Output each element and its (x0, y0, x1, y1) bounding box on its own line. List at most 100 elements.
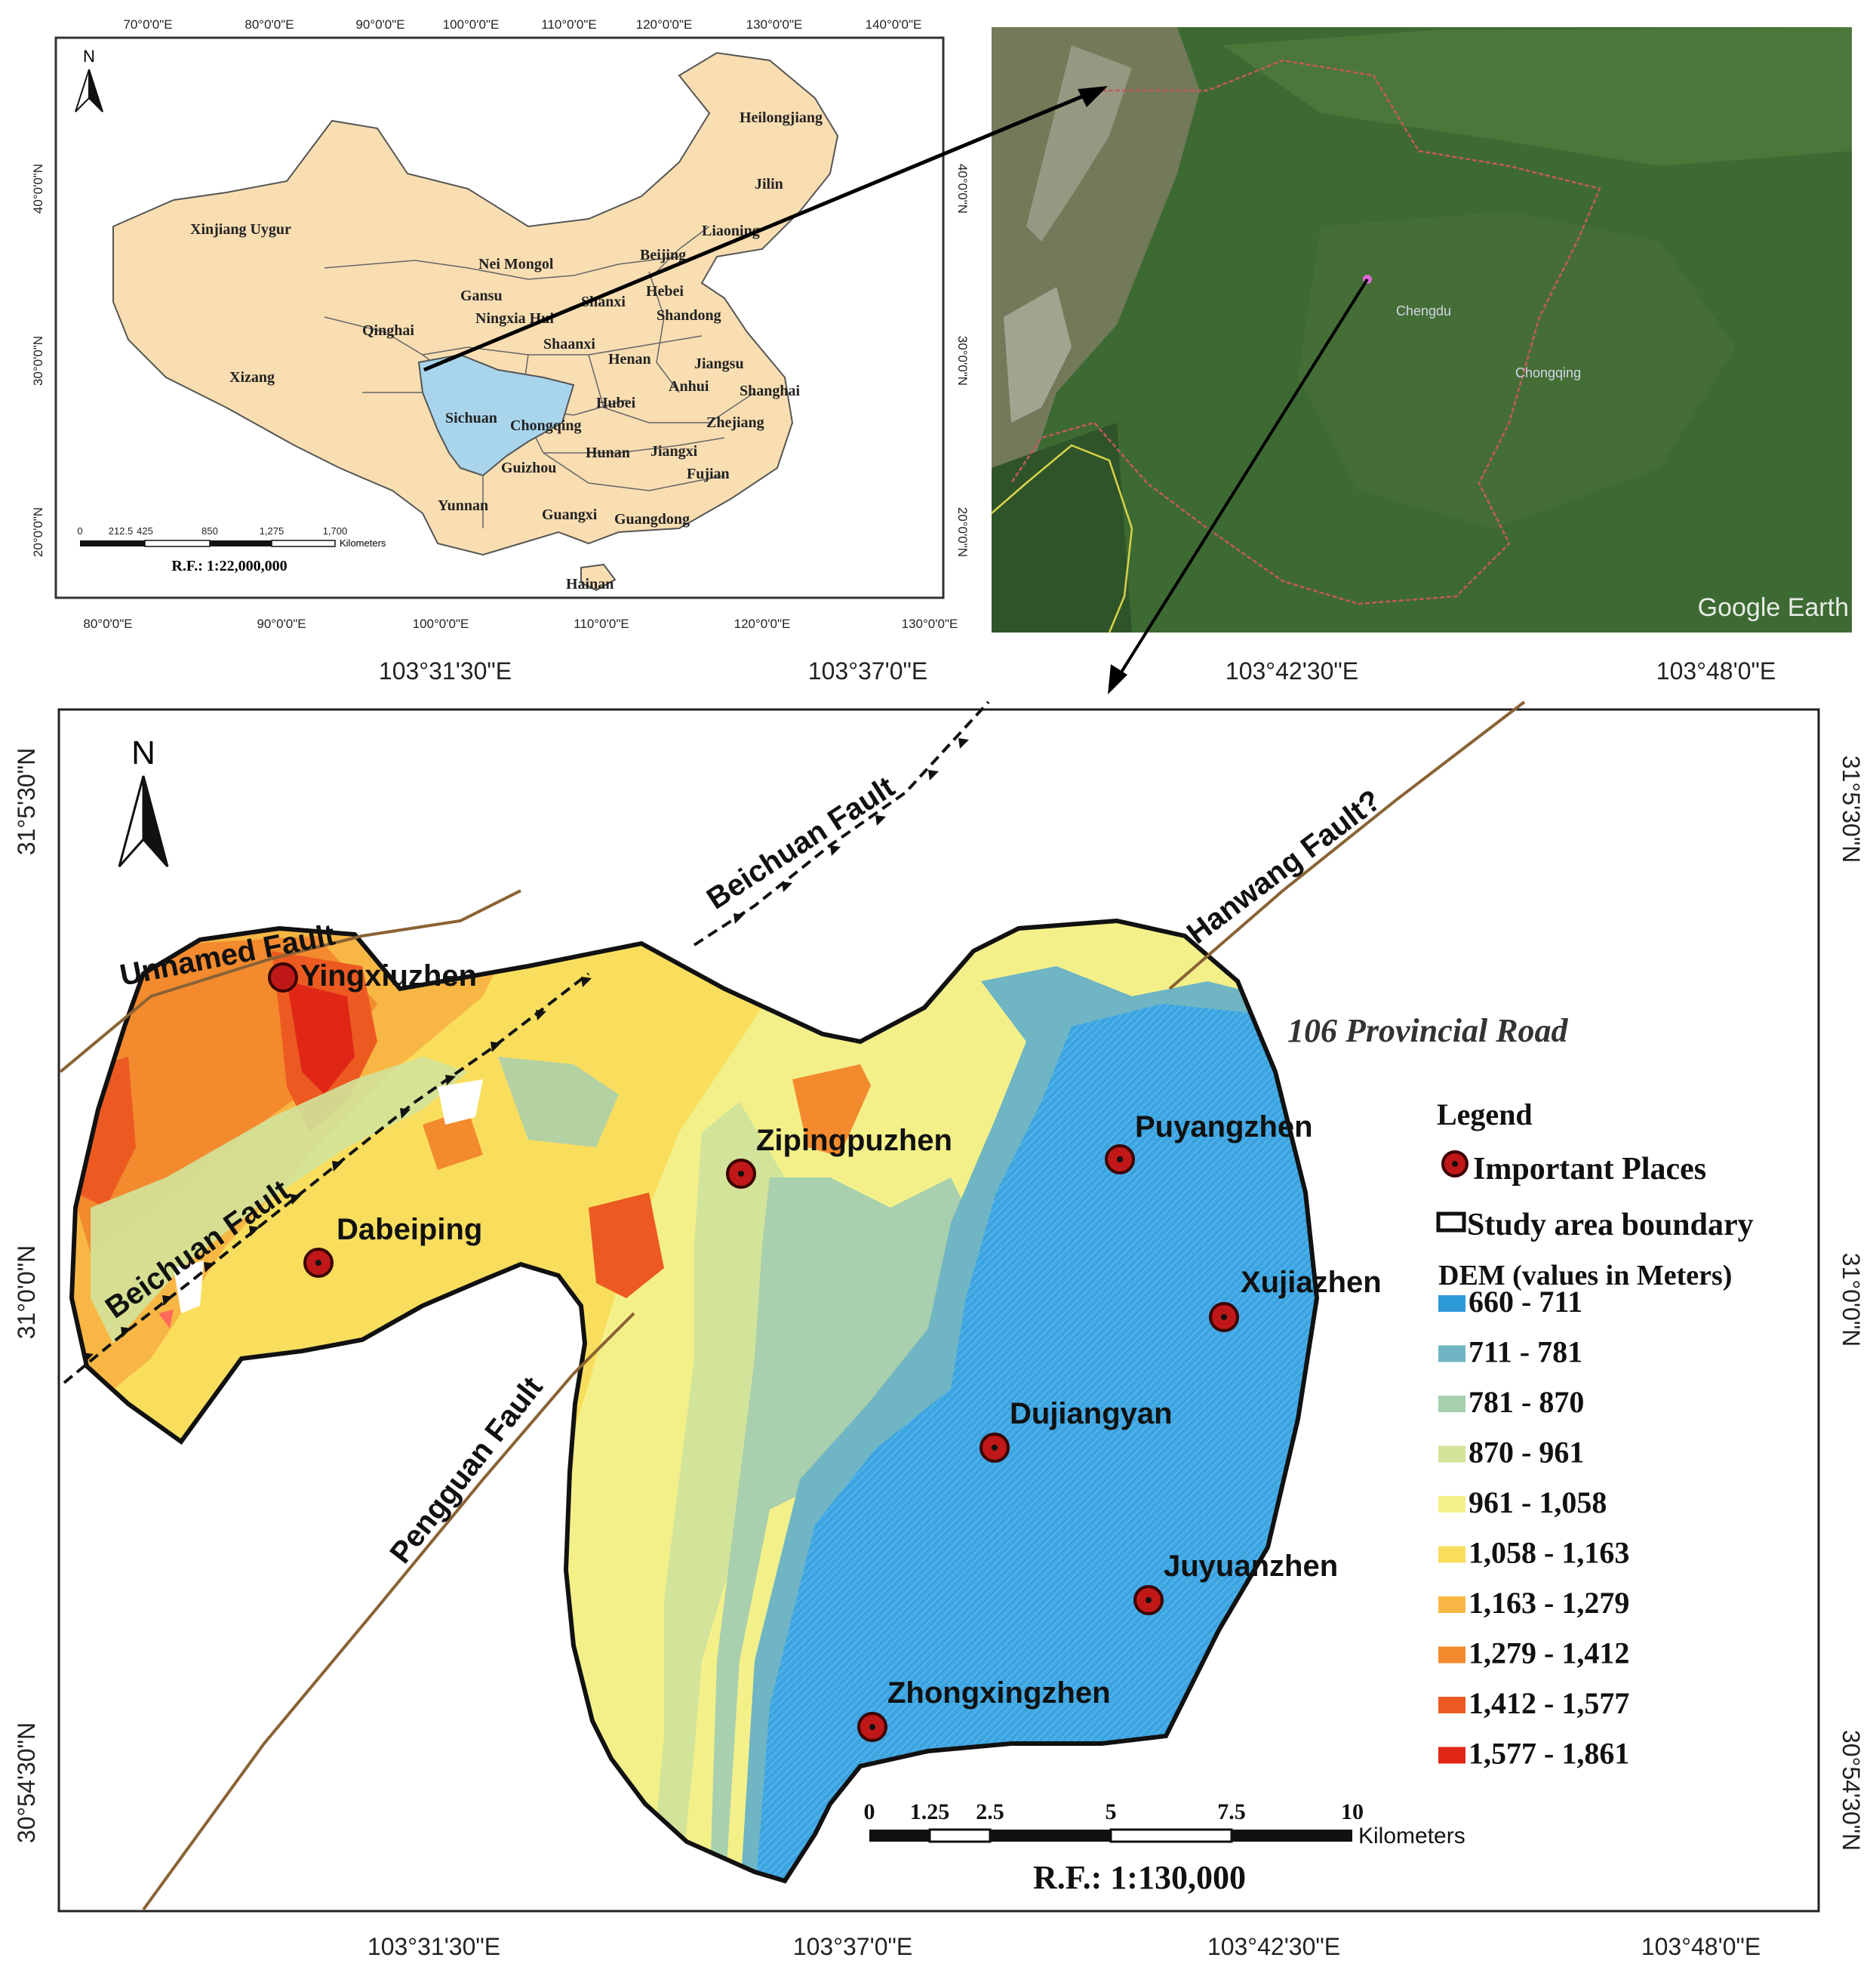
satellite-panel: Chengdu Chongqing Google Earth (991, 27, 1852, 633)
china-left-tick: 40°0'0"N (31, 164, 45, 214)
dem-class-label: 660 - 711 (1469, 1285, 1582, 1319)
google-earth-watermark: Google Earth (1698, 593, 1849, 622)
china-scale-bar: 0 212.5 425 850 1,275 1,700 Kilometers R… (77, 525, 386, 574)
legend-important-places: Important Places (1473, 1152, 1706, 1187)
svg-text:Kilometers: Kilometers (340, 537, 386, 549)
legend-title: Legend (1437, 1097, 1533, 1131)
place-label: Juyuanzhen (1164, 1550, 1338, 1583)
china-bottom-tick: 80°0'0"E (83, 617, 132, 631)
china-right-tick: 40°0'0"N (955, 164, 970, 214)
place-label: Zhongxingzhen (887, 1676, 1111, 1710)
main-right-tick: 31°0'0"N (1838, 1253, 1865, 1347)
main-bottom-tick: 103°37'0"E (793, 1933, 912, 1960)
china-top-tick: 70°0'0"E (123, 17, 172, 32)
china-bottom-tick: 120°0'0"E (734, 617, 791, 631)
unnamed-fault-line (59, 889, 521, 1073)
province-label: Shaanxi (543, 336, 595, 352)
dem-class-swatch (1438, 1396, 1465, 1412)
province-label: Jiangsu (694, 356, 744, 372)
dem-class-swatch (1438, 1596, 1465, 1613)
hainan-island (580, 563, 617, 592)
main-bottom-tick: 103°42'30"E (1207, 1933, 1340, 1960)
dem-class-swatch (1438, 1445, 1465, 1463)
place-label: Dujiangyan (1010, 1397, 1173, 1430)
dem-class-label: 1,577 - 1,861 (1469, 1737, 1629, 1771)
province-label: Sichuan (445, 410, 497, 426)
place-markers (268, 962, 1239, 1742)
province-label: Beijing (640, 247, 686, 263)
legend-dem-title: DEM (values in Meters) (1438, 1260, 1732, 1291)
main-right-tick: 30°54'30"N (1838, 1730, 1865, 1851)
province-label: Guizhou (501, 460, 556, 476)
place-label: Yingxiuzhen (300, 959, 477, 993)
province-label: Nei Mongol (478, 256, 554, 272)
province-label: Hainan (566, 576, 614, 593)
china-top-tick: 130°0'0"E (746, 17, 803, 32)
china-top-tick: 140°0'0"E (866, 17, 922, 32)
china-bottom-tick: 110°0'0"E (574, 617, 629, 631)
main-top-tick: 103°37'0"E (808, 657, 927, 685)
province-label: Shandong (657, 307, 721, 324)
main-scale-bar: 0 1.25 2.5 5 7.5 10 Kilometers R.F.: 1:1… (864, 1799, 1465, 1896)
legend-boundary-symbol (1436, 1211, 1466, 1233)
place-label: Dabeiping (337, 1213, 482, 1246)
svg-text:425: 425 (137, 525, 153, 537)
main-rf-label: R.F.: 1:130,000 (1033, 1859, 1246, 1896)
china-bottom-tick: 100°0'0"E (413, 617, 469, 631)
legend-boundary: Study area boundary (1467, 1208, 1754, 1242)
svg-text:212.5: 212.5 (109, 525, 134, 537)
svg-text:0: 0 (864, 1799, 875, 1824)
dem-class-swatch (1438, 1747, 1465, 1764)
main-north-arrow: N (118, 734, 169, 867)
svg-text:1.25: 1.25 (910, 1799, 950, 1824)
place-label: Xujiazhen (1241, 1266, 1382, 1299)
svg-text:Kilometers: Kilometers (1358, 1824, 1465, 1848)
china-landmass (112, 51, 839, 556)
dem-class-label: 1,412 - 1,577 (1469, 1686, 1629, 1720)
province-label: Shanghai (740, 383, 800, 399)
dem-class-label: 961 - 1,058 (1469, 1485, 1607, 1519)
dem-class-label: 1,058 - 1,163 (1469, 1536, 1629, 1570)
place-label: Zipingpuzhen (756, 1124, 952, 1157)
beichuan-fault-lower (63, 972, 592, 1384)
province-label: Guangxi (542, 506, 598, 523)
main-left-tick: 30°54'30"N (13, 1722, 40, 1843)
svg-text:R.F.: 1:22,000,000: R.F.: 1:22,000,000 (171, 558, 287, 574)
province-label: Xinjiang Uygur (190, 221, 291, 238)
dem-class-swatch (1438, 1646, 1465, 1664)
dem-class-swatch (1438, 1496, 1465, 1513)
satellite-place-label: Chongqing (1515, 365, 1581, 380)
province-label: Liaoning (702, 223, 760, 239)
dem-class-label: 781 - 870 (1469, 1385, 1584, 1419)
svg-text:1,275: 1,275 (260, 525, 284, 537)
china-left-tick: 30°0'0"N (31, 336, 45, 386)
province-label: Xizang (229, 369, 275, 386)
svg-text:850: 850 (201, 525, 218, 537)
china-top-tick: 120°0'0"E (636, 17, 693, 32)
dem-class-label: 1,163 - 1,279 (1469, 1586, 1629, 1620)
province-label: Guangdong (614, 511, 690, 528)
china-bottom-tick: 130°0'0"E (902, 617, 958, 631)
province-label: Hunan (586, 445, 630, 461)
svg-text:N: N (83, 47, 95, 66)
province-label: Hubei (596, 395, 636, 411)
main-top-tick: 103°42'30"E (1226, 657, 1358, 685)
dem-class-swatch (1438, 1697, 1465, 1713)
locator-arrows (423, 86, 1369, 694)
dem-class-label: 1,279 - 1,412 (1469, 1636, 1629, 1670)
main-right-tick: 31°5'30"N (1838, 756, 1865, 863)
svg-text:N: N (131, 734, 155, 771)
province-label: Qinghai (362, 322, 414, 339)
dem-class-swatch (1438, 1295, 1465, 1312)
china-inset: 70°0'0"E 80°0'0"E 90°0'0"E 100°0'0"E 110… (31, 17, 970, 631)
dem-class-swatch (1438, 1546, 1465, 1563)
main-bottom-tick: 103°31'30"E (368, 1933, 500, 1960)
province-label: Shanxi (581, 294, 626, 310)
svg-text:5: 5 (1106, 1799, 1117, 1824)
pengguan-fault-line (142, 1312, 635, 1911)
svg-text:7.5: 7.5 (1217, 1799, 1246, 1824)
svg-text:0: 0 (77, 525, 82, 537)
province-label: Yunnan (438, 497, 488, 514)
beichuan-fault-upper (693, 700, 990, 946)
province-label: Jilin (755, 176, 783, 192)
